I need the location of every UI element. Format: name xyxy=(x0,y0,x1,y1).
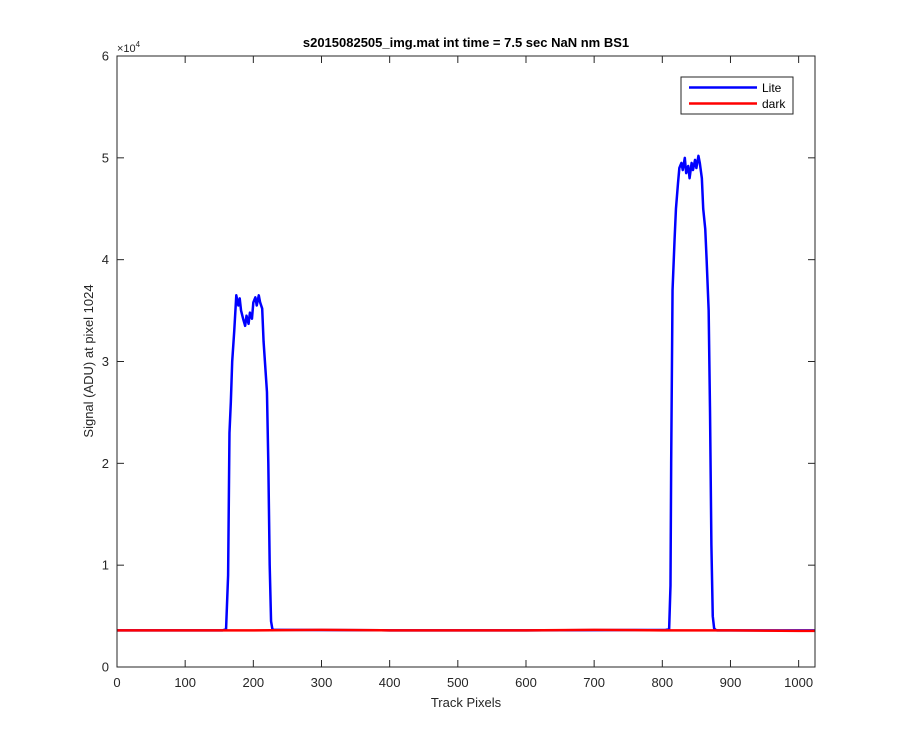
legend-box xyxy=(680,76,794,115)
y-tick-label: 0 xyxy=(102,660,109,675)
y-axis-ticks: 0 1 2 3 4 5 6 xyxy=(102,49,815,675)
series-line-dark xyxy=(117,628,815,633)
x-tick-label: 100 xyxy=(174,675,196,690)
y-exponent-label: ×104 xyxy=(117,40,141,55)
x-tick-label: 0 xyxy=(113,675,120,690)
x-tick-label: 1000 xyxy=(784,675,813,690)
x-tick-label: 700 xyxy=(583,675,605,690)
x-tick-label: 900 xyxy=(720,675,742,690)
y-tick-label: 4 xyxy=(102,252,109,267)
x-tick-label: 200 xyxy=(242,675,264,690)
y-exponent-base: ×10 xyxy=(117,43,136,55)
legend: Lite dark xyxy=(680,76,794,115)
chart-title: s2015082505_img.mat int time = 7.5 sec N… xyxy=(303,35,629,50)
y-tick-label: 1 xyxy=(102,558,109,573)
x-axis-label: Track Pixels xyxy=(431,695,502,710)
x-tick-label: 500 xyxy=(447,675,469,690)
legend-label-lite: Lite xyxy=(762,81,782,95)
svg-text:×104: ×104 xyxy=(117,40,141,55)
x-axis-ticks: 0 100 200 300 400 500 600 700 800 900 1000 xyxy=(113,56,813,690)
x-tick-label: 600 xyxy=(515,675,537,690)
x-tick-label: 800 xyxy=(651,675,673,690)
x-tick-label: 300 xyxy=(311,675,333,690)
x-tick-label: 400 xyxy=(379,675,401,690)
y-tick-label: 6 xyxy=(102,49,109,64)
series-layer xyxy=(117,154,815,633)
y-tick-label: 3 xyxy=(102,354,109,369)
y-axis-label: Signal (ADU) at pixel 1024 xyxy=(81,284,96,437)
y-exponent-power: 4 xyxy=(136,40,141,49)
legend-label-dark: dark xyxy=(762,97,786,111)
y-tick-label: 5 xyxy=(102,150,109,165)
y-tick-label: 2 xyxy=(102,456,109,471)
